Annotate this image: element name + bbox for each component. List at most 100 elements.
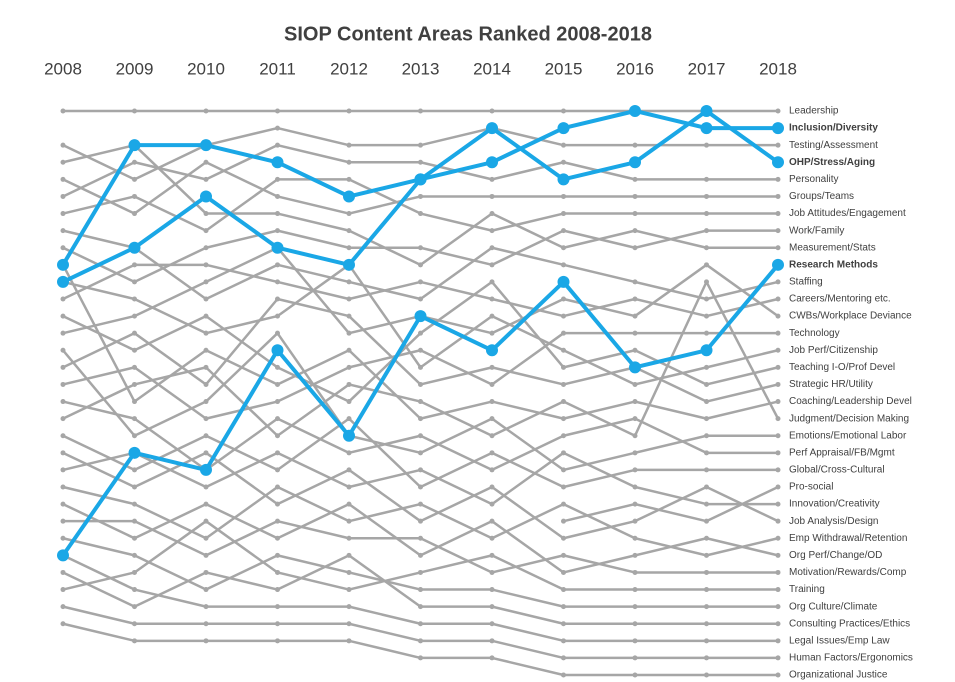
series-point (772, 156, 784, 169)
series-point (203, 535, 209, 541)
series-point (489, 399, 495, 405)
series-point (132, 501, 137, 507)
series-point (632, 416, 638, 422)
year-label: 2017 (688, 59, 726, 78)
series-point (346, 569, 352, 575)
series-point (132, 159, 137, 165)
series-point (632, 672, 638, 678)
series-point (704, 313, 709, 319)
series-point (275, 484, 280, 490)
series-point (60, 518, 66, 524)
series-point (203, 313, 209, 319)
series-point (561, 142, 566, 148)
series-point (489, 535, 495, 541)
series-point (561, 347, 566, 353)
series-point (60, 587, 66, 593)
series-point (203, 501, 209, 507)
series-point (561, 193, 566, 199)
series-point (132, 193, 137, 199)
series-label: Job Analysis/Design (789, 516, 879, 527)
series-point (775, 484, 781, 490)
series-point (418, 211, 423, 217)
year-label: 2010 (187, 59, 225, 78)
series-point (632, 484, 638, 490)
series-point (489, 621, 495, 627)
series-point (775, 655, 781, 661)
series-point (203, 604, 209, 610)
series-label: Pro-social (789, 482, 833, 493)
series-label: Org Culture/Climate (789, 601, 878, 612)
series-point (632, 193, 638, 199)
series-point (772, 258, 784, 271)
series-point (561, 313, 566, 319)
series-point (418, 501, 423, 507)
series-point (275, 279, 280, 285)
series-point (632, 587, 638, 593)
series-point (775, 450, 781, 456)
series-point (132, 399, 137, 405)
series-label: Job Perf/Citizenship (789, 345, 878, 356)
series-point (60, 296, 66, 302)
series-point (704, 638, 709, 644)
series-point (418, 381, 423, 387)
series-point (775, 211, 781, 217)
series-point (57, 258, 69, 271)
series-point (346, 159, 352, 165)
series-point (275, 450, 280, 456)
year-label: 2008 (44, 59, 82, 78)
series-label: Judgment/Decision Making (789, 413, 909, 424)
series-point (57, 549, 69, 562)
series-point (629, 361, 641, 374)
series-label: Groups/Teams (789, 191, 854, 202)
series-point (775, 193, 781, 199)
series-point (704, 535, 709, 541)
series-point (203, 433, 209, 439)
series-point (275, 433, 280, 439)
series-point (489, 108, 495, 114)
series-point (275, 176, 280, 182)
series-point (775, 330, 781, 336)
year-label: 2016 (616, 59, 654, 78)
series-point (60, 193, 66, 199)
series-point (704, 621, 709, 627)
series-label: Personality (789, 174, 838, 185)
series-point (775, 364, 781, 370)
series-point (60, 450, 66, 456)
series-point (60, 484, 66, 490)
series-point (57, 275, 69, 288)
series-point (629, 105, 641, 117)
series-point (561, 501, 566, 507)
series-point (418, 569, 423, 575)
series-point (132, 330, 137, 336)
series-point (418, 399, 423, 405)
series-label: Emp Withdrawal/Retention (789, 533, 907, 544)
series-point (203, 569, 209, 575)
series-point (700, 344, 713, 357)
series-point (275, 108, 280, 114)
series-point (561, 638, 566, 644)
series-point (275, 535, 280, 541)
series-point (200, 190, 212, 203)
series-label: Testing/Assessment (789, 140, 878, 151)
series-point (346, 621, 352, 627)
series-point (418, 347, 423, 353)
series-point (632, 638, 638, 644)
series-point (60, 399, 66, 405)
series-point (489, 193, 495, 199)
series-point (632, 655, 638, 661)
series-point (60, 364, 66, 370)
series-point (346, 587, 352, 593)
series-point (632, 142, 638, 148)
series-point (489, 228, 495, 234)
series-point (203, 245, 209, 251)
series-point (489, 364, 495, 370)
series-point (418, 552, 423, 558)
series-point (704, 467, 709, 473)
series-point (775, 176, 781, 182)
series-point (775, 552, 781, 558)
series-point (775, 416, 781, 422)
series-point (489, 433, 495, 439)
series-label: Training (789, 584, 825, 595)
series-point (346, 330, 352, 336)
